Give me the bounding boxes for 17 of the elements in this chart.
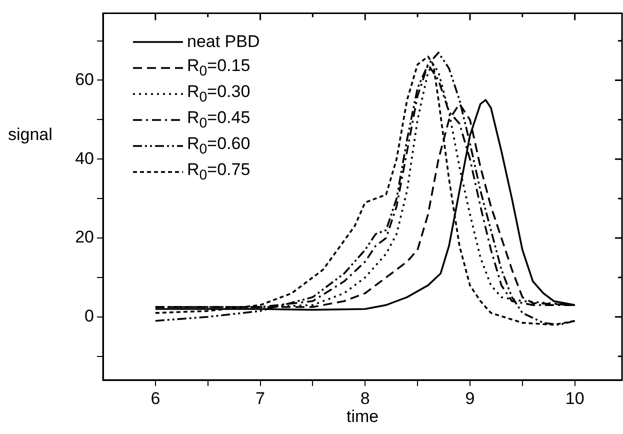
x-tick-label: 6 [150,388,160,408]
legend-label: R$_{0}$=0.60 [187,134,250,158]
y-tick-label: 0 [84,306,94,326]
y-tick-label: 40 [75,148,94,168]
legend-label: R$_{0}$=0.75 [187,160,250,184]
x-tick-label: 8 [360,388,370,408]
x-tick-label: 7 [256,388,266,408]
x-tick-label: 9 [465,388,475,408]
y-axis-title: signal [8,124,52,145]
legend-label: R$_{0}$=0.15 [187,56,250,80]
y-tick-label: 20 [75,228,94,247]
legend-label: R$_{0}$=0.45 [187,108,250,132]
x-tick-label: 10 [565,388,584,408]
y-tick-label: 60 [75,70,94,89]
legend-label: R$_{0}$=0.30 [187,82,250,106]
x-axis-title: time [346,407,379,427]
legend-label: neat PBD [187,32,260,52]
